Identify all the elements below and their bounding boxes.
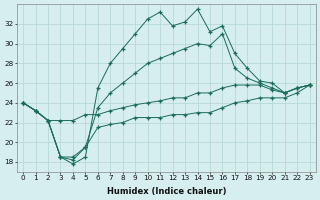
- X-axis label: Humidex (Indice chaleur): Humidex (Indice chaleur): [107, 187, 226, 196]
